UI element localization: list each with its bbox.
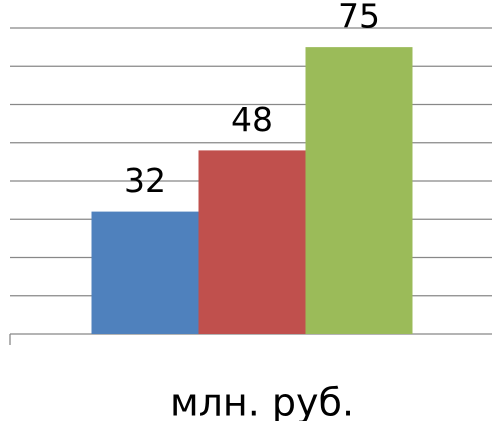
bar (91, 211, 199, 334)
bar (305, 47, 413, 334)
data-label: 48 (231, 100, 273, 139)
bar (198, 150, 306, 334)
x-tick-label: млн. руб. (170, 381, 354, 421)
data-label: 75 (338, 0, 380, 36)
data-label: 32 (124, 161, 166, 200)
